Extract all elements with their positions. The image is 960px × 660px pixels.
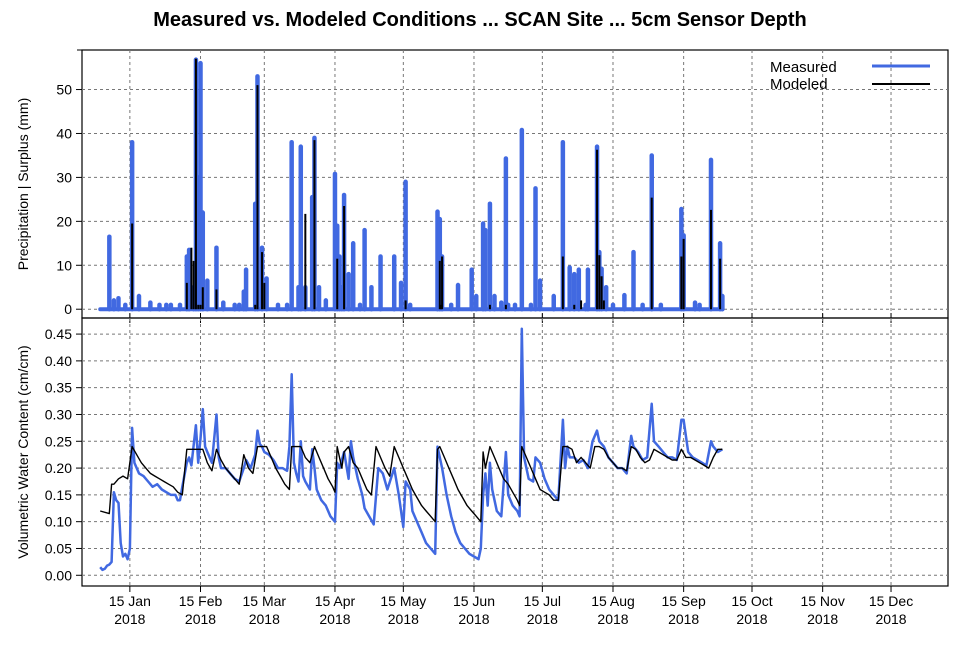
vwc-y-tick-label-1: 0.05	[45, 540, 72, 556]
vwc-panel-frame	[81, 317, 949, 587]
x-tick-label-date-6: 15 Jul	[524, 593, 561, 609]
legend: Measured Modeled	[770, 59, 930, 93]
x-tick-label-7: 15 Aug 2018	[591, 593, 635, 627]
precip-modeled-bars	[131, 58, 722, 310]
x-tick-label-year-9: 2018	[736, 611, 767, 627]
x-tick-label-date-3: 15 Apr	[315, 593, 356, 609]
x-tick-label-year-7: 2018	[597, 611, 628, 627]
x-tick-label-year-6: 2018	[527, 611, 558, 627]
x-tick-label-year-5: 2018	[458, 611, 489, 627]
vwc-y-ticks: 0.00 0.05 0.10 0.15 0.20 0.25 0.30 0.35 0.40 0.45	[45, 326, 82, 583]
x-tick-label-date-11: 15 Dec	[869, 593, 913, 609]
precip-y-tick-label-4: 40	[56, 125, 72, 141]
precip-y-axis-label: Precipitation | Surplus (mm)	[15, 98, 31, 270]
precip-panel: 0 10 20 30 40 50 Precipitation | Surplus (mm)…	[15, 49, 949, 323]
x-tick-label-year-3: 2018	[319, 611, 350, 627]
precip-y-tick-label-5: 50	[56, 82, 72, 98]
x-tick-label-0: 15 Jan 2018	[109, 593, 151, 627]
x-tick-label-year-10: 2018	[807, 611, 838, 627]
x-tick-label-2: 15 Mar 2018	[243, 593, 287, 627]
x-tick-label-date-2: 15 Mar	[243, 593, 287, 609]
vwc-y-tick-label-3: 0.15	[45, 487, 72, 503]
vwc-y-tick-label-6: 0.30	[45, 406, 72, 422]
vwc-y-axis-label: Volumetric Water Content (cm/cm)	[15, 345, 31, 558]
x-tick-label-date-1: 15 Feb	[179, 593, 223, 609]
legend-label-modeled: Modeled	[770, 76, 828, 93]
vwc-y-tick-label-4: 0.20	[45, 460, 72, 476]
x-tick-label-year-1: 2018	[185, 611, 216, 627]
x-tick-label-9: 15 Oct 2018	[731, 593, 772, 627]
x-tick-label-date-5: 15 Jun	[453, 593, 495, 609]
x-tick-label-year-4: 2018	[388, 611, 419, 627]
x-tick-label-5: 15 Jun 2018	[453, 593, 495, 627]
vwc-y-tick-label-7: 0.35	[45, 380, 72, 396]
vwc-y-tick-label-0: 0.00	[45, 567, 72, 583]
precip-y-ticks: 0 10 20 30 40 50	[56, 49, 82, 317]
vwc-panel: 0.00 0.05 0.10 0.15 0.20 0.25 0.30 0.35 0.40 0.45…	[15, 317, 949, 627]
x-tick-label-date-7: 15 Aug	[591, 593, 635, 609]
x-tick-label-11: 15 Dec 2018	[869, 593, 913, 627]
precip-y-tick-label-1: 10	[56, 257, 72, 273]
vwc-x-ticks: 15 Jan 2018 15 Feb 2018 15 Mar 2018 15 Apr 2018…	[109, 586, 913, 627]
x-tick-label-6: 15 Jul 2018	[524, 593, 561, 627]
x-tick-label-date-9: 15 Oct	[731, 593, 772, 609]
x-tick-label-year-2: 2018	[249, 611, 280, 627]
vwc-modeled-line	[100, 445, 723, 523]
x-tick-label-year-0: 2018	[114, 611, 145, 627]
vwc-y-tick-label-2: 0.10	[45, 514, 72, 530]
x-tick-label-year-11: 2018	[875, 611, 906, 627]
x-tick-label-3: 15 Apr 2018	[315, 593, 356, 627]
x-tick-label-date-4: 15 May	[380, 593, 426, 609]
x-tick-label-8: 15 Sep 2018	[661, 593, 706, 627]
x-tick-label-date-0: 15 Jan	[109, 593, 151, 609]
legend-label-measured: Measured	[770, 59, 837, 76]
x-tick-label-date-8: 15 Sep	[661, 593, 706, 609]
vwc-y-tick-label-9: 0.45	[45, 326, 72, 342]
x-tick-label-1: 15 Feb 2018	[179, 593, 223, 627]
vwc-y-tick-label-8: 0.40	[45, 353, 72, 369]
precip-y-tick-label-0: 0	[64, 301, 72, 317]
precip-y-tick-label-2: 20	[56, 213, 72, 229]
x-tick-label-date-10: 15 Nov	[800, 593, 844, 609]
x-tick-label-year-8: 2018	[668, 611, 699, 627]
x-tick-label-4: 15 May 2018	[380, 593, 426, 627]
vwc-y-tick-label-5: 0.25	[45, 433, 72, 449]
precip-y-tick-label-3: 30	[56, 169, 72, 185]
vwc-measured-line	[99, 327, 724, 572]
x-tick-label-10: 15 Nov 2018	[800, 593, 844, 627]
chart-title: Measured vs. Modeled Conditions ... SCAN…	[153, 9, 806, 31]
